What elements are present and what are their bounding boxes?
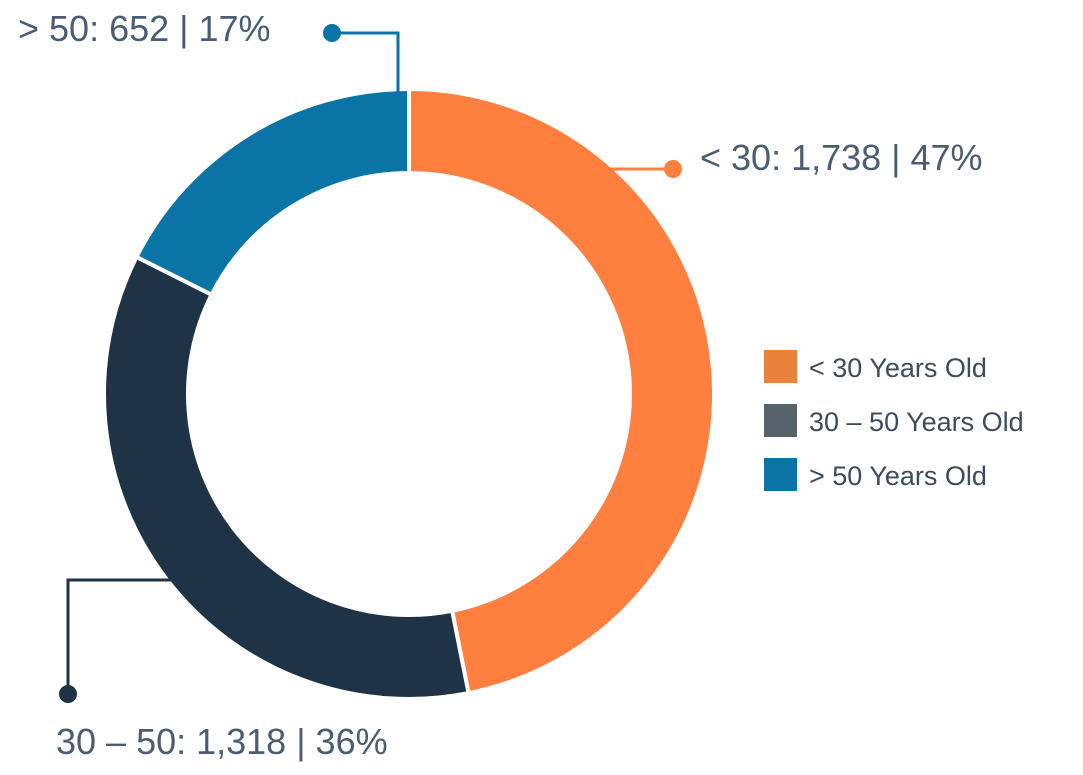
legend-swatch-1 [764,350,797,383]
callout-dot-1 [664,160,682,178]
data-label-1: < 30: 1,738 | 47% [700,137,983,178]
donut-slice-1 [407,86,716,696]
legend: < 30 Years Old 30 – 50 Years Old > 50 Year… [764,350,1024,491]
data-label-2: 30 – 50: 1,318 | 36% [56,721,388,762]
callout-dot-3 [323,24,341,42]
data-label-3: > 50: 652 | 17% [18,8,271,49]
donut-slice-2 [102,254,471,701]
slices-layer [102,86,716,701]
callout-leader-3 [332,31,400,94]
donut-slice-3 [133,86,411,298]
legend-swatch-3 [764,458,797,491]
callout-leader-2 [66,578,172,694]
legend-label-1: < 30 Years Old [809,353,987,383]
legend-label-3: > 50 Years Old [809,461,987,491]
callouts-layer: < 30: 1,738 | 47% 30 – 50: 1,318 | 36% > 5… [18,8,983,762]
legend-swatch-2 [764,404,797,437]
legend-label-2: 30 – 50 Years Old [809,407,1024,437]
callout-dot-2 [59,685,77,703]
